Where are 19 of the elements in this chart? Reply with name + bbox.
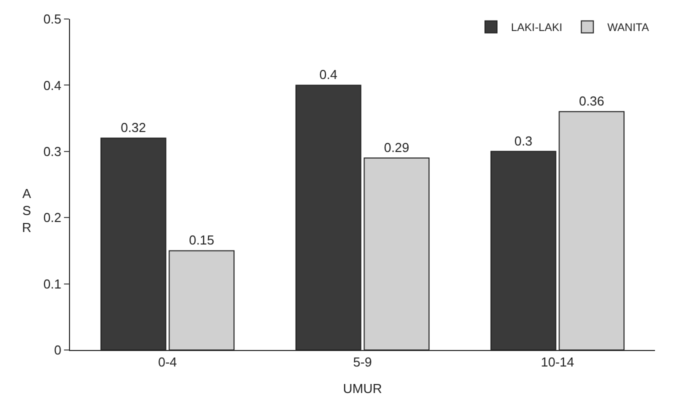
legend-label: LAKI-LAKI [511, 22, 562, 34]
data-label: 0.4 [319, 67, 338, 82]
y-tick-label: 0.1 [43, 276, 62, 292]
data-label: 0.32 [120, 120, 146, 136]
y-tick-label: 0.2 [43, 210, 62, 226]
x-tick-label: 0-4 [158, 354, 177, 370]
data-label: 0.15 [188, 232, 214, 248]
legend-label: WANITA [607, 22, 650, 34]
y-tick-label: 0.4 [43, 78, 62, 93]
data-label: 0.29 [384, 140, 410, 156]
y-tick-label: 0.5 [43, 12, 62, 27]
x-tick-label: 10-14 [540, 354, 574, 370]
x-tick-label: 5-9 [353, 354, 372, 370]
y-axis-title: ASR [22, 186, 32, 235]
data-label: 0.3 [514, 133, 532, 148]
x-axis-title: UMUR [343, 381, 382, 396]
y-tick-label: 0 [54, 342, 62, 358]
data-label: 0.36 [578, 94, 604, 109]
y-tick-label: 0.3 [43, 144, 62, 159]
